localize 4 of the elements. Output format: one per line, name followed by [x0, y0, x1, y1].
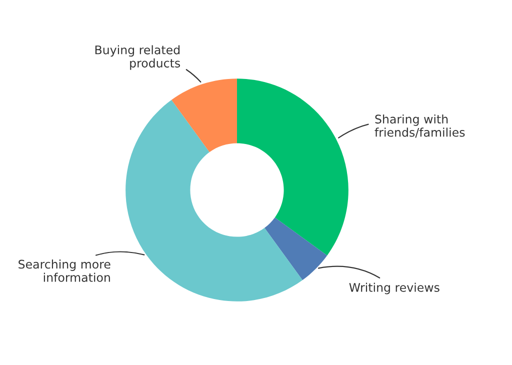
slice-label: Searching more information [18, 260, 110, 282]
slice-label: Writing reviews [349, 282, 440, 294]
slice-label: Buying related products [95, 45, 180, 70]
slice-label: Sharing with friends/families [374, 114, 465, 138]
